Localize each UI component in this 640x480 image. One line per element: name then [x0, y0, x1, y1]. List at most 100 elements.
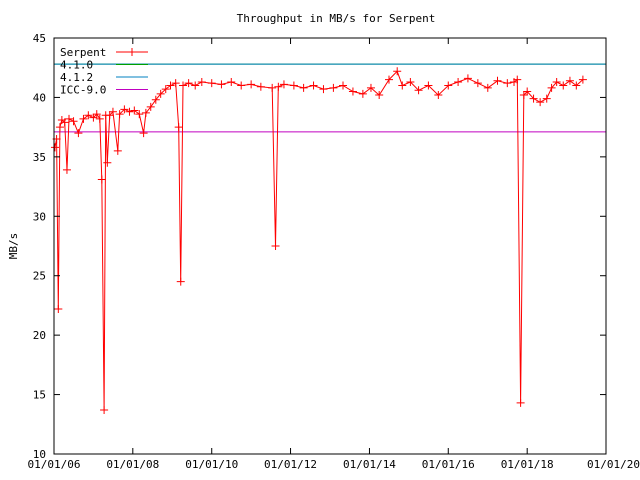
- y-tick-label-4: 30: [33, 210, 46, 223]
- data-point-0-64: [406, 77, 415, 86]
- data-point-0-59: [366, 83, 375, 92]
- data-point-0-57: [348, 87, 357, 96]
- data-point-0-63: [398, 81, 407, 90]
- data-point-0-67: [434, 91, 443, 100]
- y-axis-label: MB/s: [7, 233, 20, 260]
- x-tick-label-1: 01/01/08: [106, 458, 159, 471]
- data-point-0-51: [289, 81, 298, 90]
- data-point-0-80: [529, 94, 538, 103]
- y-tick-label-6: 40: [33, 91, 46, 104]
- data-point-0-30: [151, 95, 160, 104]
- data-point-0-44: [237, 81, 246, 90]
- data-point-0-83: [547, 83, 556, 92]
- data-point-0-47: [268, 83, 277, 92]
- y-tick-label-0: 10: [33, 448, 46, 461]
- data-point-0-19: [105, 111, 114, 120]
- data-point-0-16: [100, 406, 109, 415]
- plot-frame: [53, 37, 607, 455]
- data-point-0-32: [161, 85, 170, 94]
- data-point-0-36: [176, 277, 185, 286]
- data-point-0-38: [184, 79, 193, 88]
- data-point-0-28: [141, 108, 150, 117]
- data-point-0-48: [271, 242, 280, 250]
- x-tick-label-0: 01/01/06: [28, 458, 81, 471]
- data-point-0-10: [79, 114, 88, 123]
- data-point-0-79: [523, 87, 532, 96]
- data-point-0-25: [130, 106, 139, 115]
- legend-label-3: ICC-9.0: [60, 84, 106, 97]
- data-point-0-74: [503, 79, 512, 88]
- data-point-0-53: [309, 81, 318, 90]
- data-point-0-14: [95, 114, 104, 123]
- data-point-0-6: [62, 165, 71, 174]
- data-point-0-55: [329, 83, 338, 92]
- data-point-0-11: [84, 111, 93, 120]
- data-point-0-39: [191, 81, 200, 90]
- data-point-0-40: [197, 77, 206, 86]
- data-point-0-24: [125, 107, 134, 116]
- data-point-0-71: [473, 79, 482, 88]
- data-point-0-5: [60, 118, 69, 127]
- data-point-0-61: [385, 75, 393, 84]
- data-point-0-41: [207, 79, 216, 88]
- data-point-0-42: [217, 80, 226, 89]
- data-point-0-52: [299, 83, 308, 92]
- x-tick-label-7: 01/01/20: [587, 458, 640, 471]
- data-point-0-21: [113, 146, 122, 155]
- data-point-0-85: [559, 81, 568, 90]
- data-point-0-22: [115, 110, 124, 119]
- data-point-0-2: [54, 304, 63, 313]
- data-point-0-26: [135, 110, 144, 119]
- data-point-0-66: [424, 81, 433, 90]
- data-point-0-82: [542, 94, 551, 103]
- data-point-0-68: [444, 81, 453, 90]
- data-point-0-87: [572, 81, 581, 90]
- data-point-0-73: [493, 76, 502, 85]
- data-point-0-0: [50, 143, 59, 152]
- y-tick-label-1: 15: [33, 389, 46, 402]
- data-point-0-43: [227, 77, 236, 86]
- data-point-0-49: [274, 82, 283, 91]
- legend-label-1: 4.1.0: [60, 59, 93, 72]
- y-tick-label-2: 20: [33, 329, 46, 342]
- data-point-0-29: [146, 102, 155, 111]
- data-point-0-69: [454, 77, 463, 86]
- data-point-0-77: [516, 398, 525, 407]
- x-tick-label-2: 01/01/10: [185, 458, 238, 471]
- data-point-0-54: [319, 85, 328, 94]
- data-point-0-35: [174, 123, 183, 132]
- data-point-0-46: [256, 82, 265, 91]
- y-tick-label-5: 35: [33, 151, 46, 164]
- data-point-0-56: [339, 81, 348, 90]
- data-point-0-23: [120, 105, 129, 114]
- data-point-0-76: [513, 75, 522, 84]
- data-point-0-58: [358, 89, 367, 98]
- chart-title: Throughput in MB/s for Serpent: [237, 12, 436, 25]
- x-tick-label-3: 01/01/12: [264, 458, 317, 471]
- data-point-0-31: [156, 89, 165, 98]
- data-point-0-34: [171, 79, 180, 88]
- data-point-0-13: [92, 110, 101, 119]
- legend-marker-0: [128, 48, 136, 56]
- data-point-0-72: [483, 83, 492, 92]
- data-point-0-62: [393, 67, 402, 76]
- data-point-0-88: [578, 75, 587, 84]
- x-tick-label-5: 01/01/16: [422, 458, 475, 471]
- data-point-0-50: [279, 80, 288, 89]
- data-point-0-33: [166, 81, 175, 90]
- data-point-0-65: [414, 86, 423, 95]
- y-tick-label-7: 45: [33, 32, 46, 45]
- data-point-0-45: [247, 80, 256, 89]
- data-point-0-9: [74, 129, 83, 138]
- data-point-0-7: [65, 114, 74, 123]
- y-tick-label-3: 25: [33, 270, 46, 283]
- data-point-0-78: [519, 91, 528, 100]
- series-line-0: [54, 70, 584, 411]
- data-point-0-81: [536, 98, 545, 107]
- data-point-0-18: [103, 158, 112, 167]
- data-point-0-86: [565, 76, 574, 85]
- data-point-0-20: [108, 107, 117, 116]
- data-point-0-3: [55, 123, 64, 132]
- legend-label-2: 4.1.2: [60, 71, 93, 84]
